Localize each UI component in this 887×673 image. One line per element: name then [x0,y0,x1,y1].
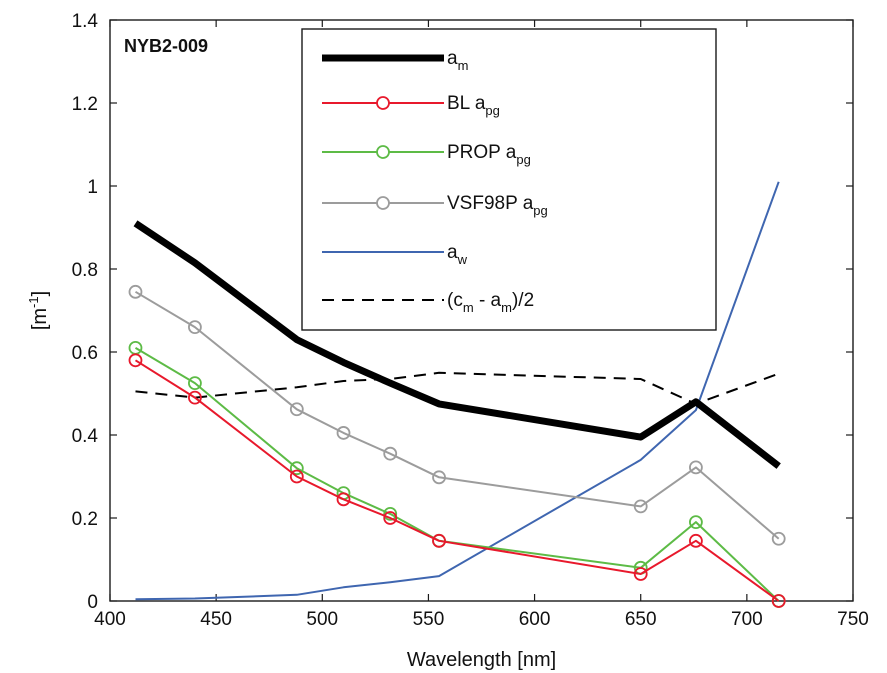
data-point-bl [633,567,648,581]
series-am [133,220,781,469]
data-point-bl [128,353,143,368]
x-tick-label: 500 [306,609,338,630]
legend-item-am: am [322,48,468,73]
y-tick-label: 0.2 [72,509,98,530]
legend-label: PROP apg [447,142,531,167]
data-point-vsf [336,426,351,440]
data-point-prop [689,515,703,530]
legend-label: am [447,48,468,73]
plot-area-frame [109,19,854,602]
legend-box [301,28,717,331]
series-line-vsf [134,290,780,540]
data-point-vsf [128,284,143,299]
legend-marker [376,196,390,210]
x-tick-label: 450 [200,609,232,630]
legend-item-prop: PROP apg [322,142,531,167]
legend-marker [376,145,390,159]
data-point-vsf [383,446,398,461]
series-line-cdiff [135,371,780,405]
x-tick-label: 650 [625,609,657,630]
sample-annotation: NYB2-009 [124,36,208,56]
y-tick-label: 0.6 [72,343,98,364]
data-point-bl [188,390,202,405]
data-point-vsf [633,499,648,514]
y-tick-label: 1.4 [72,11,99,32]
data-point-vsf [689,460,703,475]
legend-label: (cm - am)/2 [447,290,534,315]
y-tick-label: 0 [87,592,98,613]
series-line-prop [134,347,780,602]
legend-item-vsf: VSF98P apg [322,193,548,218]
legend-label: aw [447,242,468,267]
x-axis-label: Wavelength [nm] [407,649,556,671]
data-point-prop [289,461,304,476]
legend-marker [376,96,390,110]
data-point-vsf [188,320,202,335]
series-line-am [133,220,781,469]
y-tick-label: 1.2 [72,94,98,115]
series-bl [128,353,786,608]
y-tick-label: 0.8 [72,260,98,281]
series-line-bl [134,359,780,602]
y-tick-label: 1 [87,177,98,198]
data-point-bl [689,533,703,548]
data-point-prop [188,376,202,391]
series-line-aw [135,181,780,601]
legend-item-cdiff: (cm - am)/2 [322,290,534,315]
series-cdiff [135,371,780,405]
legend-label: VSF98P apg [447,193,548,218]
data-point-bl [383,511,398,525]
x-tick-label: 600 [519,609,551,630]
data-point-bl [289,469,304,484]
x-tick-label: 750 [837,609,869,630]
y-axis-label: [m-1] [26,291,51,330]
series-aw [135,181,780,601]
series-vsf [128,284,786,546]
data-point-vsf [289,402,304,417]
legend: am BL apg PROP apg VSF98P apg aw (cm - am)/2 [301,28,717,331]
x-tick-label: 700 [731,609,763,630]
data-point-bl [771,594,786,608]
x-tick-label: 550 [413,609,445,630]
series-group [128,181,786,608]
data-point-bl [432,533,446,548]
legend-item-aw: aw [322,242,468,267]
data-point-vsf [771,531,786,546]
legend-label: BL apg [447,93,500,118]
data-point-bl [336,492,351,507]
axis-ticks: 400 450 500 550 600 650 700 750 0 0.2 0.4 0.6 0.8 1 1.… [72,11,869,630]
data-point-vsf [432,470,446,485]
x-tick-label: 400 [94,609,126,630]
legend-item-bl: BL apg [322,93,500,118]
y-tick-label: 0.4 [72,426,99,447]
data-point-prop [383,506,398,521]
data-point-prop [128,340,143,355]
